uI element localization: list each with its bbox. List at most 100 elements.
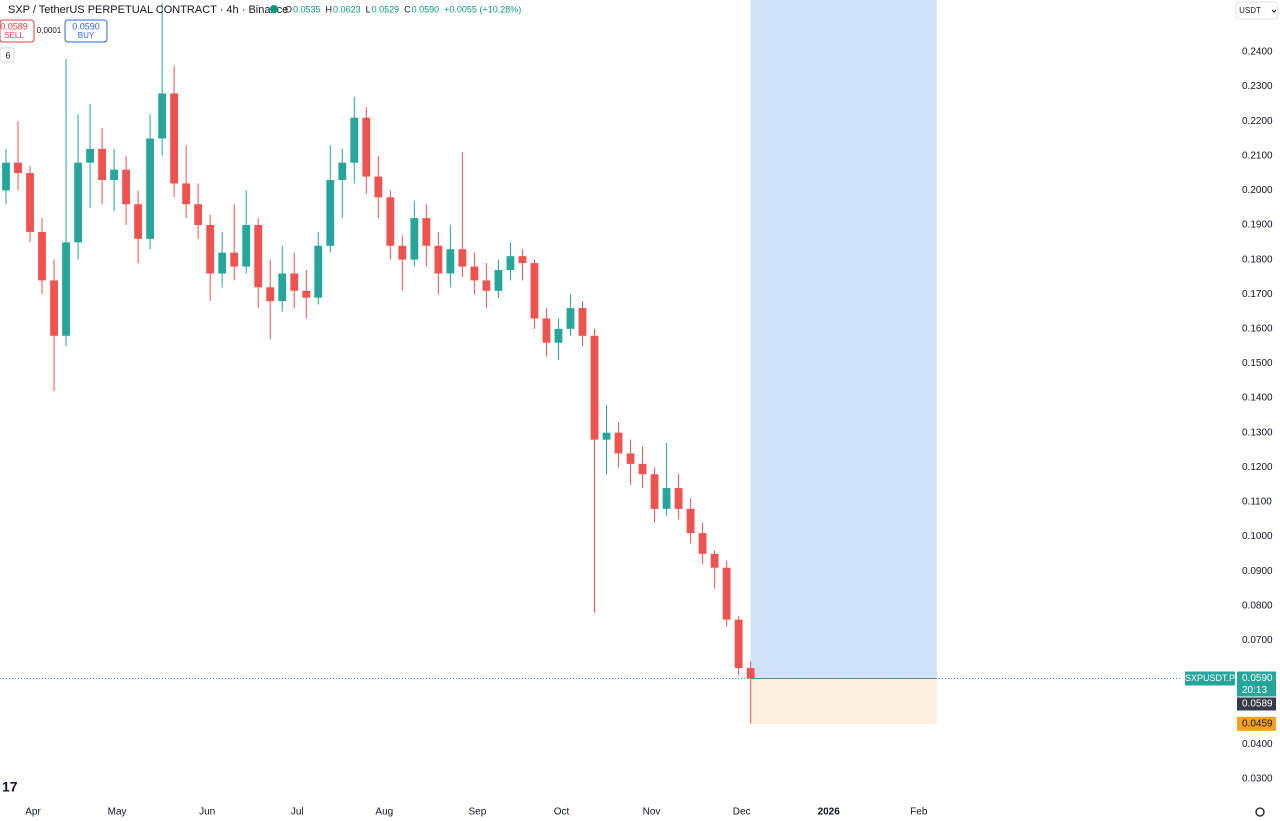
candle-body	[266, 287, 275, 302]
candle-body	[602, 432, 611, 440]
y-tick-label: 0.1000	[1242, 531, 1273, 542]
y-tick-label: 0.0800	[1242, 600, 1273, 611]
candle-body	[206, 225, 215, 274]
candle-body	[302, 290, 311, 298]
candle-body	[638, 463, 647, 475]
bid-tag	[1237, 697, 1276, 711]
candle-body	[230, 252, 239, 267]
position-zone	[750, 0, 937, 724]
candle-body	[446, 249, 455, 274]
candle-body	[698, 533, 707, 554]
x-tick-label: 2026	[818, 807, 841, 818]
dropdown-arrow	[1271, 9, 1277, 13]
candle-body	[422, 218, 431, 246]
candle-body	[314, 245, 323, 298]
candle-body	[218, 252, 227, 274]
buy-price: 0.0590	[72, 21, 100, 31]
candle-body	[98, 148, 106, 181]
symbol-label: SXPUSDT.P	[1185, 673, 1235, 683]
x-tick-label: Oct	[554, 807, 570, 818]
x-tick-label: Dec	[733, 807, 751, 818]
spread: 0.0001	[37, 26, 62, 35]
x-tick-label: Sep	[469, 807, 487, 818]
y-tick-label: 0.1900	[1242, 220, 1273, 231]
sell-price: 0.0589	[0, 21, 28, 31]
candle-body	[506, 256, 515, 271]
candle-body	[674, 488, 683, 509]
buy-button[interactable]	[64, 19, 108, 43]
candle-body	[146, 138, 155, 239]
x-tick-label: May	[108, 807, 127, 818]
candle-body	[746, 668, 755, 679]
sell-label: SELL	[4, 31, 24, 40]
candle-body	[26, 173, 34, 232]
x-tick-label: Jul	[291, 807, 304, 818]
candle-body	[86, 148, 94, 163]
candles	[2, 3, 755, 724]
candle-body	[554, 328, 563, 343]
candle-body	[158, 93, 167, 139]
symbol-title: SXP / TetherUS PERPETUAL CONTRACT · 4h ·…	[8, 4, 288, 16]
ohlc-key: C	[404, 4, 411, 14]
bid-label: 0.0589	[1242, 699, 1273, 710]
ohlc-key: O	[285, 4, 292, 14]
candle-body	[482, 280, 491, 291]
x-tick-label: Nov	[643, 807, 661, 818]
candle-body	[662, 488, 671, 509]
countdown: 20:13	[1242, 685, 1267, 696]
ohlc-value: 0.0623	[333, 4, 361, 14]
y-tick-label: 0.2300	[1242, 81, 1273, 92]
candle-body	[62, 242, 70, 336]
candle-body	[254, 225, 263, 288]
y-tick-label: 0.0400	[1242, 739, 1273, 750]
last-price-tag	[1237, 671, 1276, 697]
candle-body	[38, 231, 46, 281]
ohlc-value: 0.0535	[293, 4, 321, 14]
ohlc-key: H	[326, 4, 333, 14]
status-dot	[270, 5, 278, 13]
settings-icon[interactable]	[1255, 807, 1265, 817]
y-tick-label: 0.1800	[1242, 254, 1273, 265]
candle-body	[386, 197, 395, 246]
candle-body	[578, 308, 587, 336]
currency-select[interactable]	[1235, 1, 1279, 20]
candle-body	[326, 180, 335, 246]
candle-body	[518, 256, 527, 264]
candle-body	[566, 308, 575, 329]
x-tick-label: Jun	[199, 807, 215, 818]
candle-body	[278, 273, 287, 302]
candle-body	[590, 335, 599, 440]
indicators-toggle[interactable]	[0, 47, 15, 63]
candle-body	[722, 567, 731, 620]
candle-body	[182, 183, 191, 205]
change: +0.0055 (+10.28%)	[444, 4, 521, 14]
candle-body	[626, 453, 635, 464]
y-tick-label: 0.1600	[1242, 324, 1273, 335]
candle-body	[350, 117, 359, 163]
y-tick-label: 0.2100	[1242, 150, 1273, 161]
logo: 17	[2, 779, 18, 795]
x-tick-label: Aug	[375, 807, 393, 818]
y-tick-label: 0.2400	[1242, 47, 1273, 58]
candle-body	[134, 204, 143, 239]
y-tick-label: 0.0700	[1242, 635, 1273, 646]
candle-body	[434, 245, 443, 274]
y-tick-label: 0.2200	[1242, 116, 1273, 127]
stop-label: 0.0459	[1242, 718, 1273, 729]
buy-label: BUY	[78, 31, 95, 40]
x-tick-label: Feb	[910, 807, 928, 818]
candle-body	[710, 553, 719, 568]
candle-body	[170, 93, 179, 184]
y-tick-label: 0.1100	[1242, 497, 1272, 508]
candle-body	[338, 162, 347, 181]
sell-button[interactable]	[0, 19, 35, 43]
candle-body	[650, 474, 659, 509]
ohlc-key: L	[366, 4, 371, 14]
candle-body	[530, 263, 539, 319]
ohlc-value: 0.0590	[412, 4, 440, 14]
candle-body	[374, 176, 383, 198]
y-tick-label: 0.2000	[1242, 185, 1273, 196]
y-tick-label: 0.1700	[1242, 289, 1273, 300]
